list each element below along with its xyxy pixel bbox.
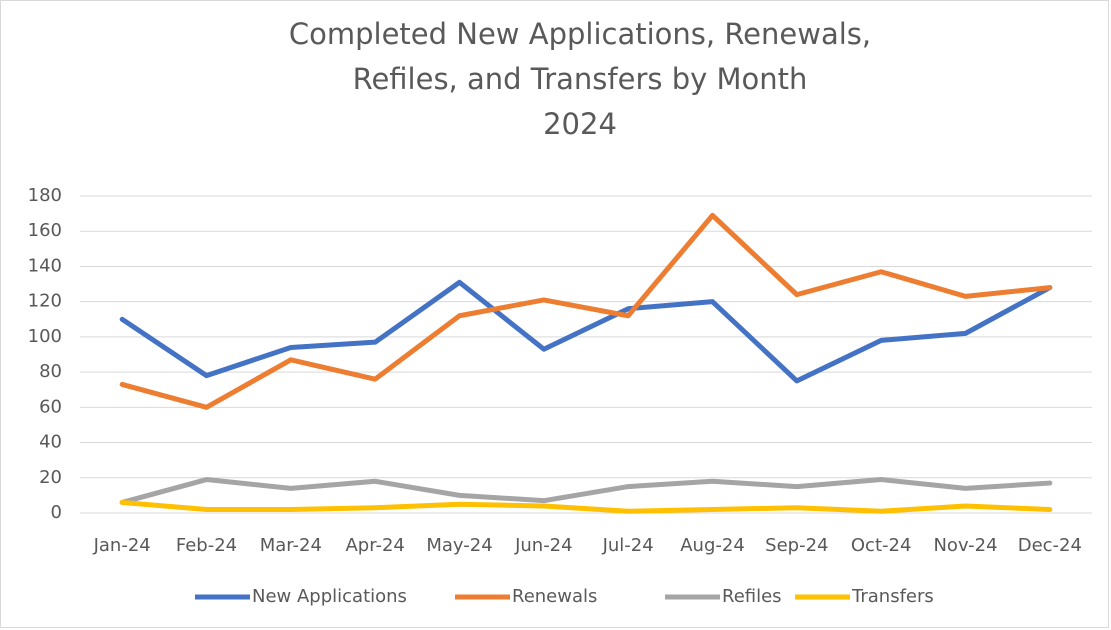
legend-label: New Applications [252,586,407,607]
series-line [119,499,1053,514]
series-line [119,477,1053,505]
y-tick-label: 0 [51,502,62,523]
x-tick-label: Aug-24 [680,535,745,556]
series-line [119,279,1053,384]
y-tick-label: 20 [39,467,62,488]
series-line [119,212,1053,410]
x-tick-label: Jun-24 [514,535,573,556]
x-tick-label: Jan-24 [93,535,151,556]
x-tick-label: May-24 [426,535,492,556]
x-tick-label: Dec-24 [1018,535,1082,556]
chart-title: Completed New Applications, Renewals, [289,17,871,51]
x-tick-label: Nov-24 [933,535,997,556]
y-tick-label: 120 [28,291,62,312]
x-tick-label: Oct-24 [851,535,912,556]
y-tick-label: 60 [39,396,62,417]
y-tick-label: 160 [28,220,62,241]
x-tick-label: Sep-24 [765,535,828,556]
chart-title: 2024 [543,107,617,141]
x-tick-label: Jul-24 [602,535,654,556]
chart-title: Refiles, and Transfers by Month [353,62,808,96]
y-tick-label: 180 [28,185,62,206]
legend-label: Refiles [722,586,782,607]
x-tick-label: Feb-24 [176,535,237,556]
y-tick-label: 100 [28,326,62,347]
legend-label: Renewals [512,586,597,607]
legend-label: Transfers [851,586,934,607]
x-tick-label: Mar-24 [260,535,322,556]
y-tick-label: 40 [39,432,62,453]
y-tick-label: 140 [28,255,62,276]
y-tick-label: 80 [39,361,62,382]
x-tick-label: Apr-24 [345,535,404,556]
